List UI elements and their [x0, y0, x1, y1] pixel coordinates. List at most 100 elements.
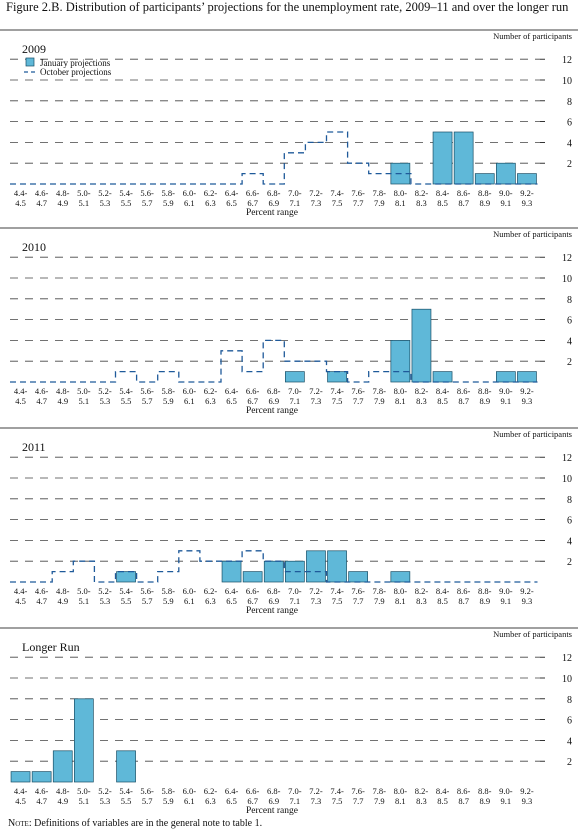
panel-0-ytick-label: 12	[562, 55, 572, 66]
panel-3-ylabel: Number of participants	[493, 629, 572, 639]
panel-0-xtick-label: 8.5	[437, 198, 448, 208]
panel-2-xtick-label: 5.7	[142, 596, 153, 606]
panel-0-xtick-label: 4.9	[57, 198, 68, 208]
panel-1-xtick-label: 6.8-	[267, 386, 281, 396]
panel-2-xtick-label: 8.4-	[436, 586, 450, 596]
panel-2-bar	[116, 571, 136, 583]
panel-2-xtick-label: 7.7	[353, 596, 364, 606]
panel-2-xtick-label: 8.0-	[394, 586, 408, 596]
panel-0-xtick-label: 7.0-	[288, 188, 302, 198]
panel-1-ytick-label: 4	[567, 336, 572, 347]
panel-2-xtick-label: 9.0-	[499, 586, 513, 596]
panel-0-xtick-label: 6.0-	[183, 188, 197, 198]
panel-1-xtick-label: 6.0-	[183, 386, 197, 396]
panel-1-bar	[390, 340, 411, 383]
panel-3-xtick-label: 4.7	[36, 796, 47, 806]
panel-1-xtick-label: 4.4-	[14, 386, 28, 396]
panel-0-xtick-label: 6.3	[205, 198, 216, 208]
panel-1-xtick-label: 8.1	[395, 396, 406, 406]
panel-1-xtick-label: 8.9	[479, 396, 490, 406]
panel-0-xtick-label: 5.7	[142, 198, 153, 208]
panel-1-xtick-label: 8.6-	[457, 386, 471, 396]
panel-2-xtick-label: 9.2-	[520, 586, 534, 596]
panel-1-title: 2010	[22, 240, 46, 254]
panel-0-ytick-label: 6	[567, 118, 572, 129]
panel-2-xtick-label: 7.1	[290, 596, 301, 606]
panel-2-ytick-label: 6	[567, 516, 572, 527]
panel-1-ytick-label: 12	[562, 253, 572, 264]
panel-3-ytick-label: 8	[567, 695, 572, 706]
panel-0-xtick-label: 5.0-	[77, 188, 91, 198]
panel-0-xtick-label: 6.6-	[246, 188, 260, 198]
panel-0-bar	[517, 173, 537, 185]
panel-1-xtick-label: 8.8-	[478, 386, 492, 396]
panel-2-ytick-label: 2	[567, 557, 572, 568]
panel-2-xtick-label: 6.4-	[225, 586, 239, 596]
panel-1-bar	[285, 371, 305, 383]
panel-3-xtick-label: 5.0-	[77, 786, 91, 796]
panel-3-xtick-label: 5.7	[142, 796, 153, 806]
panel-3-title: Longer Run	[22, 640, 80, 654]
panel-2-xtick-label: 5.4-	[119, 586, 133, 596]
panel-3-xtick-label: 7.8-	[373, 786, 387, 796]
panel-2-ytick-label: 12	[562, 453, 572, 464]
panel-0-ytick-label: 4	[567, 138, 572, 149]
panel-3-xtick-label: 6.2-	[204, 786, 218, 796]
panel-1-xtick-label: 8.2-	[415, 386, 429, 396]
panel-1-xtick-label: 8.3	[416, 396, 427, 406]
panel-3-xtick-label: 8.9	[479, 796, 490, 806]
panel-0-xtick-label: 7.2-	[309, 188, 323, 198]
panel-3-xtick-label: 8.8-	[478, 786, 492, 796]
panel-2-xtick-label: 6.8-	[267, 586, 281, 596]
panel-0-xtick-label: 6.2-	[204, 188, 218, 198]
panel-1-xlabel: Percent range	[246, 406, 298, 416]
panel-3-xtick-label: 9.0-	[499, 786, 513, 796]
legend-october-label: October projections	[40, 67, 112, 77]
panel-3-xtick-label: 6.5	[226, 796, 237, 806]
panel-3-xtick-label: 7.0-	[288, 786, 302, 796]
panel-2-xtick-label: 7.8-	[373, 586, 387, 596]
panel-3-bar	[116, 750, 136, 783]
panel-2-xtick-label: 4.4-	[14, 586, 28, 596]
panel-0-xtick-label: 7.7	[353, 198, 364, 208]
panel-3-bar	[10, 771, 31, 783]
panel-2-xtick-label: 6.1	[184, 596, 195, 606]
panel-3-xtick-label: 8.0-	[394, 786, 408, 796]
panel-0-xtick-label: 9.2-	[520, 188, 534, 198]
panel-2-xlabel: Percent range	[246, 606, 298, 616]
panel-3-ytick-label: 4	[567, 736, 572, 747]
panel-1-xtick-label: 9.2-	[520, 386, 534, 396]
panel-2-xtick-label: 4.6-	[35, 586, 49, 596]
panel-0-xtick-label: 5.5	[121, 198, 132, 208]
panel-1-xtick-label: 9.0-	[499, 386, 513, 396]
panel-2-xtick-label: 4.8-	[56, 586, 70, 596]
panel-1-xtick-label: 8.7	[458, 396, 469, 406]
panel-1-xtick-label: 6.9	[268, 396, 279, 406]
panel-1-xtick-label: 7.4-	[330, 386, 344, 396]
panel-0-xtick-label: 9.3	[522, 198, 533, 208]
panel-3-xtick-label: 8.6-	[457, 786, 471, 796]
panel-1-xtick-label: 5.7	[142, 396, 153, 406]
panel-1-ytick-label: 6	[567, 316, 572, 327]
panel-3-xtick-label: 8.7	[458, 796, 469, 806]
panel-0-ytick-label: 2	[567, 159, 572, 170]
note-text: Definitions of variables are in the gene…	[34, 818, 263, 829]
panel-2-xtick-label: 5.9	[163, 596, 174, 606]
panel-3-xtick-label: 7.4-	[330, 786, 344, 796]
panel-1-xtick-label: 6.2-	[204, 386, 218, 396]
panel-3-bar	[73, 698, 94, 783]
panel-0-xtick-label: 5.1	[79, 198, 90, 208]
panel-1-xtick-label: 4.9	[57, 396, 68, 406]
panel-1-xtick-label: 5.1	[79, 396, 90, 406]
panel-3-xtick-label: 8.3	[416, 796, 427, 806]
panel-1-xtick-label: 7.5	[332, 396, 343, 406]
panel-1-xtick-label: 7.8-	[373, 386, 387, 396]
panel-1-xtick-label: 7.9	[374, 396, 385, 406]
panel-1-xtick-label: 5.4-	[119, 386, 133, 396]
figure-note: Note: Definitions of variables are in th…	[8, 818, 262, 829]
panel-2-xtick-label: 6.3	[205, 596, 216, 606]
panel-0-xtick-label: 5.4-	[119, 188, 133, 198]
panel-0-xtick-label: 6.8-	[267, 188, 281, 198]
panel-2-bar	[263, 560, 284, 583]
panel-1-ytick-label: 10	[562, 274, 572, 285]
